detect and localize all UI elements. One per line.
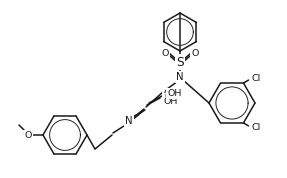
- Text: S: S: [176, 56, 184, 69]
- Text: O: O: [24, 130, 32, 140]
- Text: O: O: [161, 48, 169, 57]
- Text: OH: OH: [164, 98, 179, 106]
- Text: O: O: [163, 88, 171, 98]
- Text: O: O: [191, 48, 199, 57]
- Text: Cl: Cl: [252, 123, 261, 132]
- Text: H: H: [164, 94, 169, 100]
- Text: Cl: Cl: [252, 74, 261, 83]
- Text: N: N: [125, 116, 133, 126]
- Text: OH: OH: [167, 90, 181, 98]
- Text: N: N: [176, 72, 184, 82]
